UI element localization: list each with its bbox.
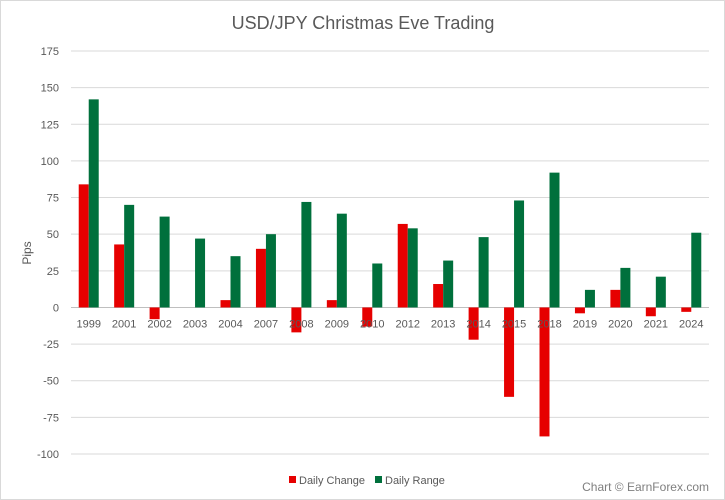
bar-daily-range-2018	[549, 172, 560, 308]
y-axis-ticks: -100 -75 -50 -25 0 25 50 75 100 125 150 175	[37, 46, 59, 461]
x-axis-ticks: 1999 2001 2002 2003 2004 2007 2008 2009 2010 2012…	[76, 318, 703, 330]
x-tick-label: 2015	[502, 318, 526, 330]
bar-daily-change-2012	[397, 223, 408, 308]
bar-daily-change-2021	[645, 307, 656, 317]
x-tick-label: 2007	[254, 318, 278, 330]
legend: Daily Change Daily Range	[289, 475, 445, 487]
x-tick-label: 2001	[112, 318, 136, 330]
x-tick-label: 2002	[147, 318, 171, 330]
bar-daily-change-2004	[220, 300, 231, 308]
bars	[78, 99, 702, 437]
y-tick-label: 175	[41, 46, 59, 58]
bar-daily-range-2020	[620, 267, 631, 308]
bar-daily-change-2009	[326, 300, 337, 308]
x-tick-label: 2014	[466, 318, 490, 330]
bar-daily-range-2014	[478, 237, 489, 308]
x-tick-label: 2008	[289, 318, 313, 330]
legend-label-daily-change: Daily Change	[299, 475, 365, 487]
y-tick-label: -100	[37, 449, 59, 461]
bar-daily-range-2021	[655, 276, 666, 308]
y-tick-label: 150	[41, 83, 59, 95]
y-tick-label: 100	[41, 156, 59, 168]
bar-daily-range-2001	[124, 204, 135, 308]
bar-daily-change-1999	[78, 184, 89, 308]
bar-daily-range-2009	[336, 213, 347, 308]
x-tick-label: 2010	[360, 318, 384, 330]
x-tick-label: 2018	[537, 318, 561, 330]
bar-daily-change-2010	[362, 307, 373, 327]
y-tick-label: -75	[43, 412, 59, 424]
legend-label-daily-range: Daily Range	[385, 475, 445, 487]
legend-swatch-daily-range	[375, 476, 382, 483]
y-tick-label: 0	[53, 302, 59, 314]
y-tick-label: -50	[43, 376, 59, 388]
bar-daily-range-2012	[407, 228, 418, 308]
bar-daily-change-2014	[468, 307, 479, 340]
bar-daily-range-2010	[372, 263, 383, 308]
x-tick-label: 2009	[325, 318, 349, 330]
x-tick-label: 2012	[395, 318, 419, 330]
bar-daily-range-2013	[443, 260, 454, 308]
bar-daily-change-2007	[255, 248, 266, 308]
y-tick-label: -25	[43, 339, 59, 351]
y-axis-label: Pips	[20, 241, 34, 264]
bar-daily-range-2015	[514, 200, 525, 308]
x-tick-label: 2019	[573, 318, 597, 330]
bar-daily-range-1999	[88, 99, 99, 308]
gridlines	[71, 50, 709, 455]
y-tick-label: 50	[47, 229, 59, 241]
x-tick-label: 2020	[608, 318, 632, 330]
x-tick-label: 2004	[218, 318, 242, 330]
y-tick-label: 125	[41, 119, 59, 131]
bar-daily-change-2018	[539, 307, 550, 437]
x-tick-label: 2013	[431, 318, 455, 330]
chart-credit: Chart © EarnForex.com	[582, 480, 709, 494]
chart-title: USD/JPY Christmas Eve Trading	[232, 13, 495, 33]
legend-swatch-daily-change	[289, 476, 296, 483]
bar-daily-range-2007	[265, 234, 276, 308]
bar-daily-change-2001	[114, 244, 125, 308]
bar-daily-change-2019	[574, 307, 585, 314]
bar-daily-range-2024	[691, 232, 702, 308]
bar-daily-range-2004	[230, 256, 241, 308]
bar-daily-range-2008	[301, 201, 312, 308]
bar-daily-range-2019	[584, 289, 595, 308]
x-tick-label: 2003	[183, 318, 207, 330]
bar-daily-change-2013	[433, 284, 444, 308]
x-tick-label: 1999	[76, 318, 100, 330]
x-tick-label: 2024	[679, 318, 703, 330]
bar-daily-change-2020	[610, 289, 621, 308]
y-tick-label: 75	[47, 193, 59, 205]
bar-daily-range-2003	[195, 238, 206, 308]
bar-daily-change-2002	[149, 307, 160, 320]
bar-daily-range-2002	[159, 216, 170, 308]
y-tick-label: 25	[47, 266, 59, 278]
bar-daily-change-2015	[504, 307, 515, 397]
x-tick-label: 2021	[644, 318, 668, 330]
bar-daily-change-2008	[291, 307, 302, 333]
bar-daily-change-2024	[681, 307, 692, 312]
